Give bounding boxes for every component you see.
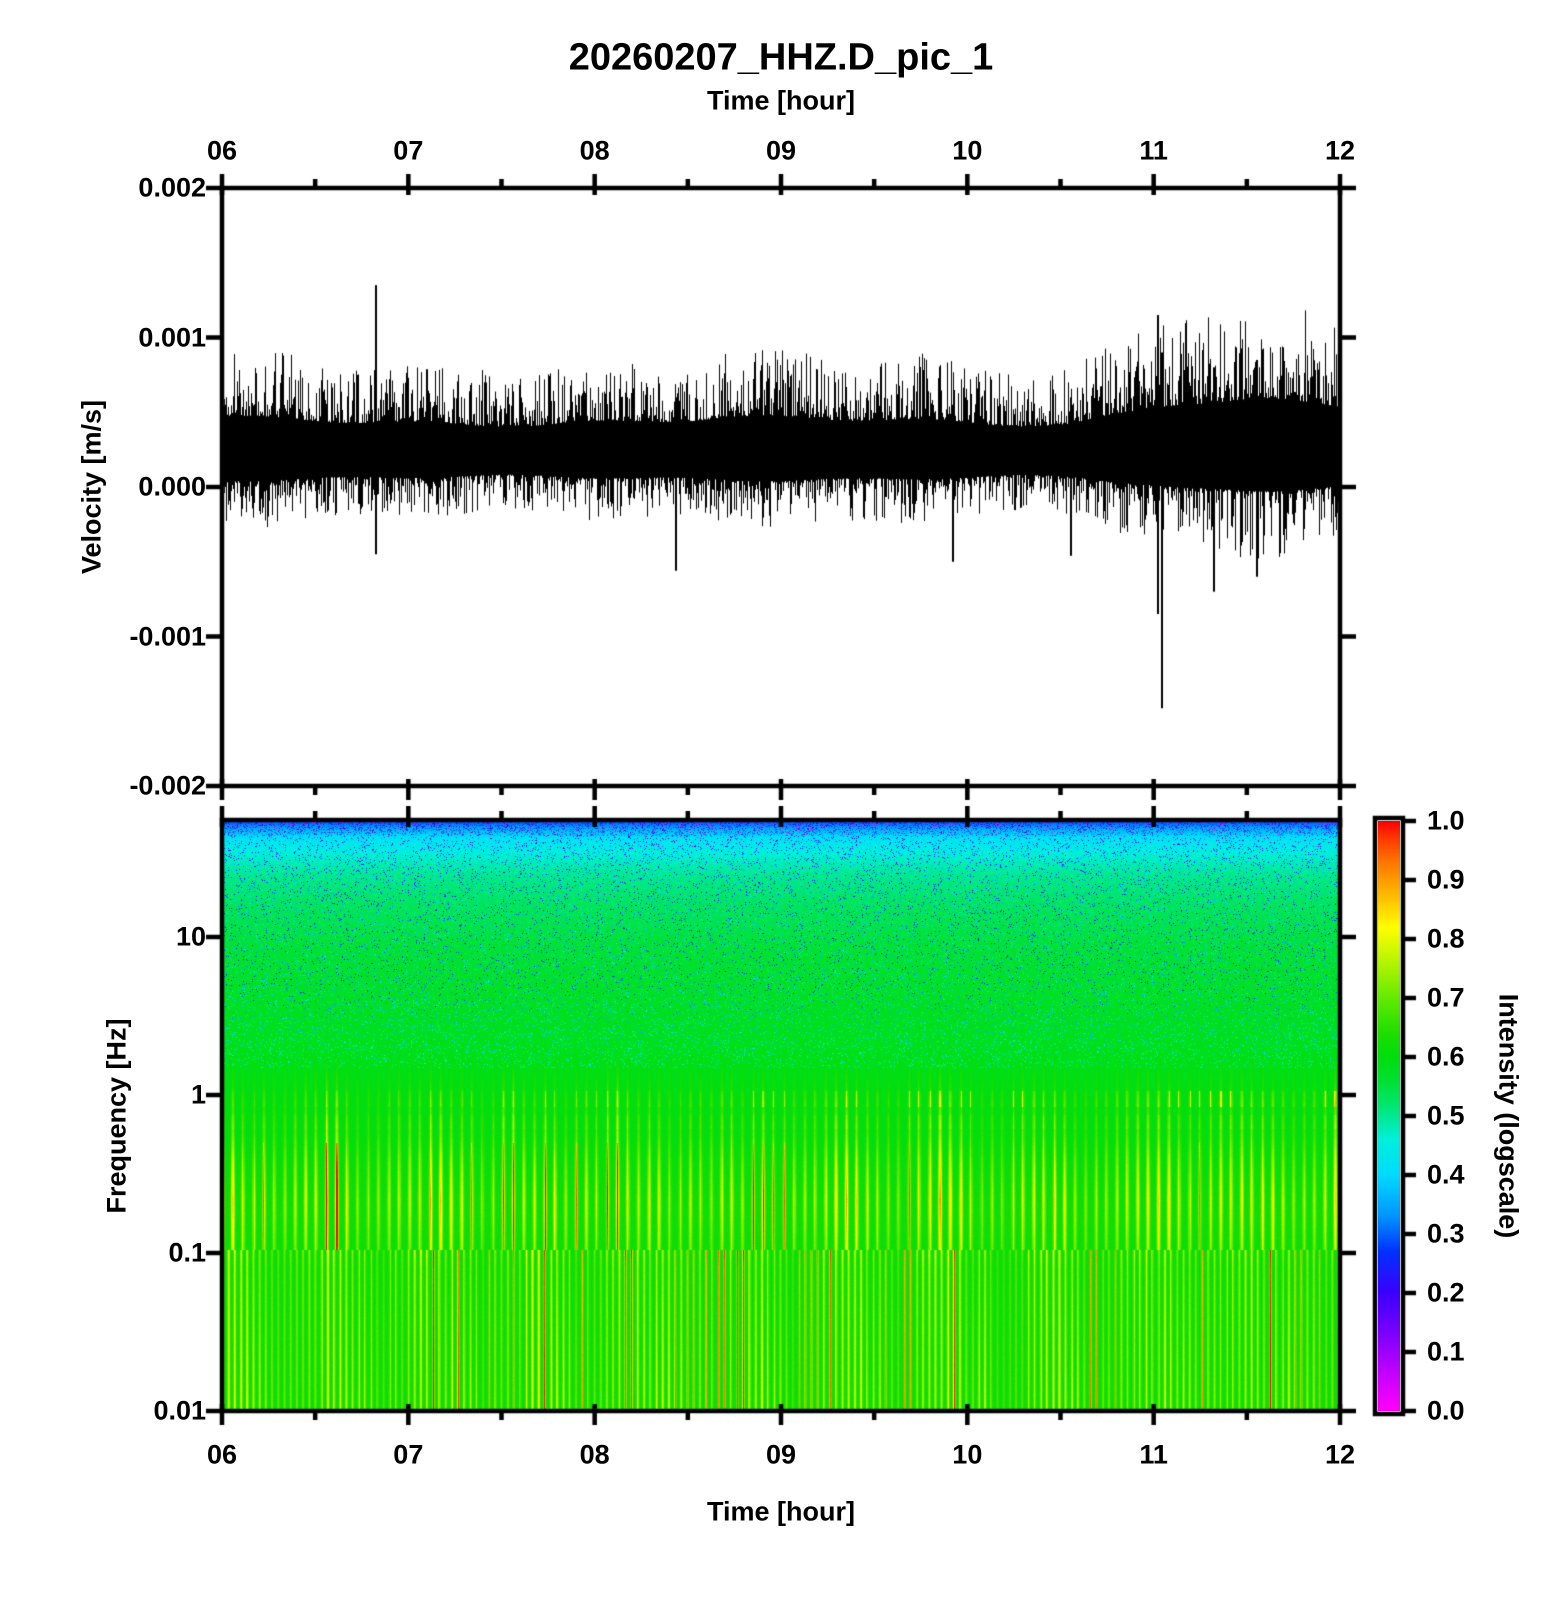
tick-label: 11 (1139, 135, 1168, 166)
top-time-axis-label: Time [hour] (707, 85, 855, 116)
tick-label: 0.1 (1427, 1336, 1465, 1367)
velocity-axis-label: Velocity [m/s] (76, 399, 107, 575)
tick-label: 0.000 (138, 471, 206, 502)
tick-label: 06 (206, 1439, 238, 1470)
tick-label: -0.002 (129, 770, 206, 801)
tick-label: 08 (579, 1439, 610, 1470)
bottom-time-axis-label: Time [hour] (707, 1496, 855, 1527)
tick-label: 0.6 (1427, 1041, 1465, 1072)
tick-label: 06 (206, 135, 238, 166)
tick-label: 0.2 (1427, 1277, 1465, 1308)
tick-label: 1 (190, 1079, 206, 1110)
colorbar-axis-label: Intensity (logscale) (1493, 993, 1524, 1239)
tick-label: 0.3 (1427, 1218, 1465, 1249)
tick-label: 0.1 (168, 1237, 206, 1268)
tick-label: 0.01 (153, 1395, 206, 1426)
tick-label: 0.0 (1427, 1395, 1465, 1426)
tick-label: 10 (952, 1439, 983, 1470)
tick-label: 1.0 (1427, 805, 1465, 836)
tick-label: 07 (393, 135, 424, 166)
tick-label: -0.001 (129, 621, 206, 651)
frequency-axis-label: Frequency [Hz] (101, 1018, 132, 1214)
tick-label: 10 (175, 921, 206, 952)
page-title: 20260207_HHZ.D_pic_1 (568, 36, 994, 79)
tick-label: 08 (579, 135, 610, 166)
spectrogram-canvas (222, 820, 1340, 1411)
tick-label: 0.5 (1427, 1100, 1465, 1131)
tick-label: 07 (393, 1439, 424, 1470)
tick-label: 12 (1324, 135, 1356, 166)
tick-label: 11 (1139, 1439, 1168, 1470)
tick-label: 0.002 (138, 172, 206, 203)
tick-label: 0.001 (138, 322, 206, 352)
waveform-plot-canvas (222, 188, 1340, 786)
tick-label: 0.8 (1427, 923, 1465, 954)
tick-label: 09 (765, 1439, 797, 1470)
tick-label: 0.9 (1427, 864, 1465, 895)
tick-label: 09 (765, 135, 797, 166)
colorbar-gradient-canvas (1378, 821, 1400, 1411)
tick-label: 0.4 (1427, 1159, 1465, 1190)
tick-label: 10 (952, 135, 983, 166)
tick-label: 0.7 (1427, 982, 1465, 1013)
tick-label: 12 (1324, 1439, 1356, 1470)
